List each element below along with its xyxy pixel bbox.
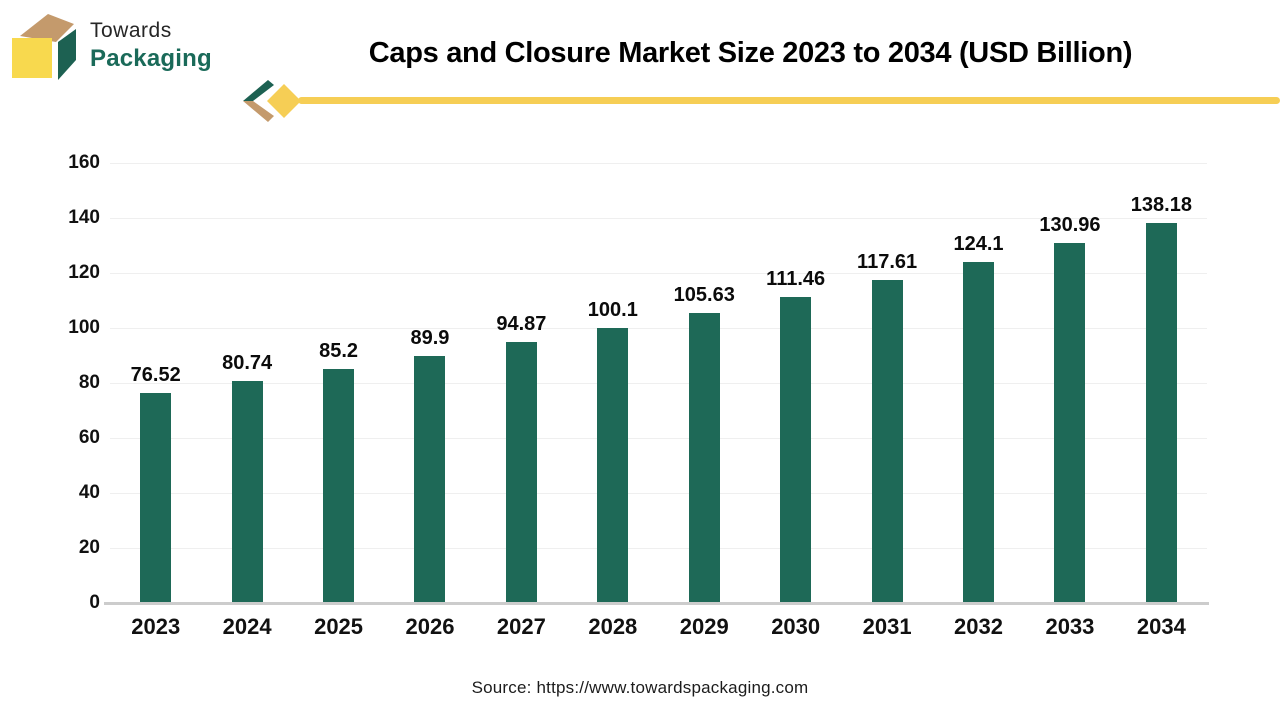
x-tick-label: 2025 [314,614,364,639]
bar-value-label: 138.18 [1130,194,1192,217]
x-tick-label: 2023 [131,614,181,639]
y-tick-label: 40 [78,482,100,503]
bar [1145,223,1177,603]
bar-value-label: 85.2 [319,339,359,362]
bar [505,342,537,603]
x-tick-label: 2030 [771,614,821,639]
bar [231,380,263,603]
bar-value-label: 89.9 [410,326,450,349]
bar-value-label: 100.1 [587,298,638,321]
x-tick-label: 2032 [954,614,1003,639]
gridline [110,218,1207,219]
bar [140,392,172,603]
bar-value-label: 76.52 [130,363,181,386]
y-axis-labels: 0 20 40 60 80 100 120 140 160 [0,152,100,613]
gridline [110,328,1207,329]
y-tick-label: 20 [78,537,100,558]
bar [780,296,812,603]
gridline [110,383,1207,384]
bar-slot: 100.1 [567,299,658,603]
bar-value-label: 94.87 [496,313,547,336]
x-tick-label: 2024 [222,614,272,639]
x-tick-label: 2028 [588,614,638,639]
bar [963,261,994,603]
gridline [110,548,1207,549]
gridline [110,273,1207,274]
y-tick-label: 140 [68,207,100,228]
bar [688,312,720,603]
gridline [110,438,1207,439]
logo-text-towards: Towards [90,19,172,42]
bar-value-label: 105.63 [673,283,735,306]
bars-container: 76.52 80.74 85.2 89.9 94.87 100.1 105.63 111.46… [110,163,1207,603]
bar-slot: 85.2 [293,340,384,603]
bar-slot: 117.61 [841,251,932,603]
bar [597,327,629,603]
bar-value-label: 124.1 [953,232,1004,255]
y-tick-label: 100 [68,317,100,338]
plot-area: 76.52 80.74 85.2 89.9 94.87 100.1 105.63 111.46… [104,163,1209,605]
bar-value-label: 111.46 [766,267,826,290]
bar-slot: 80.74 [201,352,292,603]
bar [323,368,355,603]
x-axis-labels: 2023 2024 2025 2026 2027 2028 2029 2030 2031 2032… [110,614,1207,640]
gridline [110,493,1207,494]
bar [871,279,903,603]
bar-slot: 76.52 [110,364,201,603]
logo-text-packaging: Packaging [90,45,212,73]
bar [1054,242,1086,603]
gridline [110,163,1207,164]
bar-value-label: 117.61 [857,250,918,273]
packaging-cube-icon [12,14,76,80]
y-tick-label: 120 [68,262,100,283]
bar-slot: 124.1 [933,233,1024,603]
bar-slot: 138.18 [1116,194,1207,603]
bar [414,355,446,603]
x-tick-label: 2034 [1136,614,1186,639]
logo-text: Towards Packaging [90,10,212,73]
y-tick-label: 60 [78,427,100,448]
x-tick-label: 2031 [862,614,912,639]
x-axis-line [104,602,1209,605]
x-tick-label: 2026 [405,614,455,639]
x-tick-label: 2033 [1045,614,1095,639]
bar-slot: 111.46 [750,267,841,603]
logo: Towards Packaging [10,10,212,82]
y-tick-label: 80 [78,372,100,393]
bar-slot: 105.63 [659,284,750,603]
bar-slot: 89.9 [384,327,475,603]
chart-title: Caps and Closure Market Size 2023 to 203… [368,37,1133,69]
bar-slot: 94.87 [476,313,567,603]
bar-value-label: 130.96 [1039,213,1101,236]
y-tick-label: 0 [89,592,100,613]
divider-line [298,97,1280,104]
arrow-diamond-icon [243,80,301,122]
bar-slot: 130.96 [1024,214,1115,603]
source-text: Source: https://www.towardspackaging.com [471,678,809,697]
y-tick-label: 160 [68,152,100,173]
bar-value-label: 80.74 [222,351,273,374]
x-tick-label: 2029 [679,614,729,639]
x-tick-label: 2027 [496,614,546,639]
